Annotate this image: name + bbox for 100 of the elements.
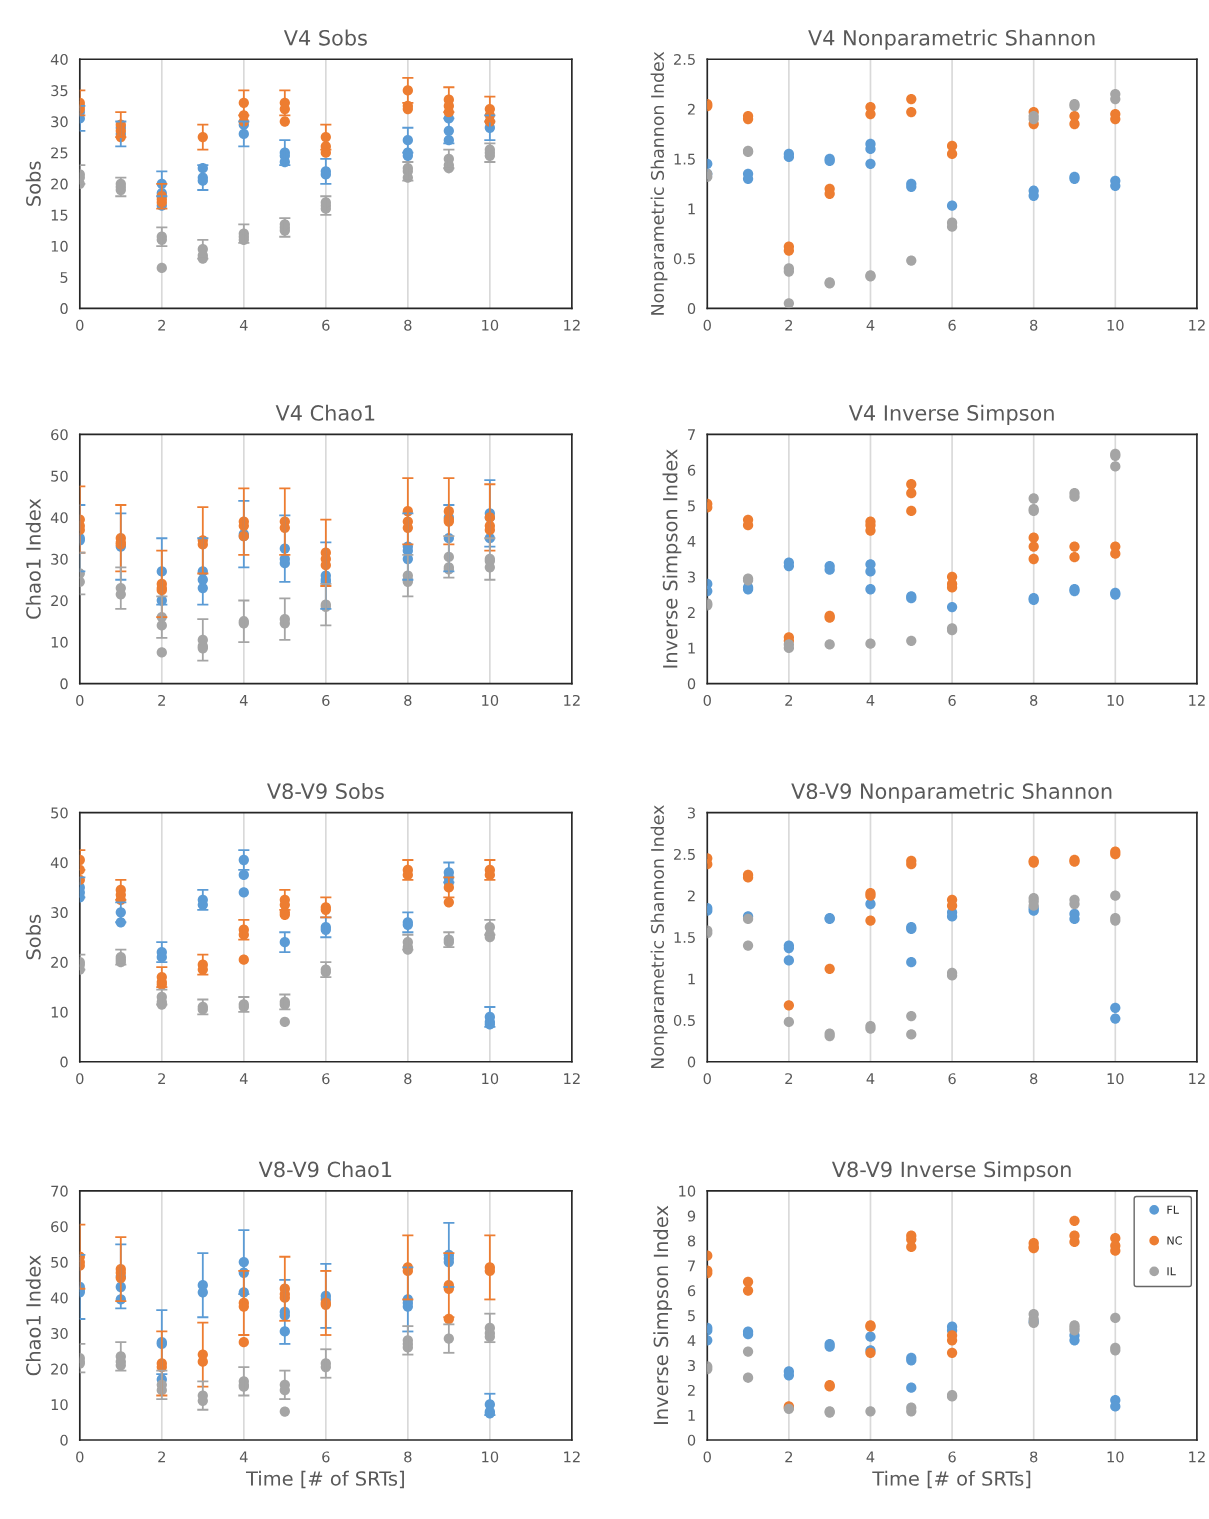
- y-axis-title: Nonparametric Shannon Index: [650, 805, 668, 1069]
- y-tick-label: 40: [50, 53, 68, 65]
- x-tick-label: 2: [158, 694, 165, 706]
- y-tick-label: 20: [51, 595, 68, 607]
- x-tick-label: 4: [866, 1073, 875, 1084]
- x-tick-label: 8: [1030, 319, 1038, 331]
- y-tick-label: 3: [687, 1359, 695, 1372]
- y-tick-label: 0: [687, 678, 696, 690]
- x-tick-label: 2: [785, 1451, 793, 1463]
- x-tick-label: 2: [158, 319, 165, 331]
- x-tick-label: 8: [404, 694, 412, 706]
- legend-label: NC: [1167, 1236, 1182, 1245]
- x-tick-label: 6: [322, 319, 330, 331]
- chart-title: V4 Sobs: [283, 29, 367, 46]
- y-tick-label: 40: [50, 512, 68, 524]
- x-tick-label: 0: [703, 319, 711, 331]
- y-tick-label: 3: [687, 571, 695, 583]
- x-tick-label: 6: [948, 1451, 956, 1463]
- y-tick-label: 20: [51, 956, 68, 968]
- y-tick-label: 30: [51, 907, 68, 919]
- x-tick-label: 0: [76, 694, 84, 706]
- y-tick-label: 20: [51, 1363, 68, 1375]
- x-tick-label: 6: [948, 694, 956, 706]
- x-axis-title: Time [# of SRTs]: [872, 1470, 1031, 1489]
- y-tick-label: 15: [51, 209, 68, 221]
- x-tick-label: 2: [785, 1073, 793, 1084]
- y-tick-label: 1: [688, 1410, 695, 1421]
- x-tick-label: 10: [482, 694, 499, 706]
- y-axis-title: Sobs: [25, 161, 41, 206]
- y-axis-title: Inverse Simpson Index: [662, 449, 682, 668]
- y-tick-label: 2: [687, 890, 695, 902]
- x-tick-label: 2: [785, 694, 793, 706]
- y-tick-label: 50: [51, 470, 68, 482]
- y-tick-label: 60: [51, 429, 68, 441]
- x-tick-label: 8: [1030, 1073, 1038, 1085]
- y-tick-label: 0: [60, 1434, 68, 1446]
- y-tick-label: 25: [51, 147, 68, 159]
- x-tick-label: 12: [1189, 1451, 1205, 1463]
- x-axis-title: Time [# of SRTs]: [245, 1470, 404, 1489]
- y-tick-label: 50: [51, 1256, 68, 1268]
- chart-title: V4 Nonparametric Shannon: [808, 29, 1095, 50]
- y-tick-label: 40: [50, 1292, 68, 1304]
- y-tick-label: 2.5: [674, 848, 695, 860]
- chart-title: V8-V9 Inverse Simpson: [831, 1161, 1071, 1182]
- x-tick-label: 4: [866, 1451, 875, 1463]
- x-tick-label: 10: [1107, 1073, 1124, 1085]
- x-tick-label: 12: [564, 319, 580, 331]
- y-tick-label: 7: [688, 1260, 695, 1272]
- y-tick-label: 70: [51, 1185, 68, 1197]
- y-axis-title: Inverse Simpson Index: [653, 1205, 673, 1424]
- x-tick-label: 0: [703, 1451, 711, 1463]
- legend-label: IL: [1167, 1267, 1176, 1276]
- x-tick-label: 8: [404, 1073, 412, 1085]
- y-tick-label: 5: [688, 500, 695, 512]
- chart-title: V8-V9 Sobs: [267, 782, 384, 800]
- x-tick-label: 6: [948, 319, 956, 331]
- x-tick-label: 0: [76, 1451, 84, 1463]
- x-tick-label: 6: [948, 1073, 956, 1085]
- chart-title: V4 Inverse Simpson: [848, 404, 1054, 425]
- x-tick-label: 0: [76, 1073, 84, 1085]
- y-tick-label: 0: [687, 1056, 696, 1068]
- x-tick-label: 6: [322, 694, 330, 706]
- x-tick-label: 12: [1189, 319, 1205, 331]
- x-tick-label: 0: [76, 319, 84, 331]
- x-tick-label: 0: [703, 694, 711, 706]
- y-axis-title: Chao1 Index: [25, 498, 41, 619]
- y-tick-label: 1.5: [674, 932, 695, 943]
- y-tick-label: 30: [51, 553, 68, 565]
- y-axis-title: Sobs: [25, 914, 41, 960]
- x-tick-label: 0: [703, 1073, 711, 1085]
- x-tick-label: 2: [158, 1073, 165, 1084]
- y-tick-label: 10: [51, 1006, 68, 1018]
- x-tick-label: 8: [404, 319, 412, 331]
- x-tick-label: 8: [1030, 1451, 1038, 1463]
- y-tick-label: 20: [51, 178, 68, 190]
- chart-title: V8-V9 Chao1: [258, 1161, 392, 1178]
- y-tick-label: 2.5: [674, 53, 695, 65]
- x-tick-label: 10: [1107, 694, 1124, 706]
- y-tick-label: 1: [688, 642, 695, 654]
- y-tick-label: 1: [688, 203, 695, 215]
- y-tick-label: 6: [687, 464, 696, 476]
- x-tick-label: 6: [322, 1451, 330, 1463]
- y-tick-label: 50: [51, 807, 68, 819]
- y-tick-label: 40: [50, 857, 68, 869]
- y-axis-title: Nonparametric Shannon Index: [650, 51, 668, 315]
- x-tick-label: 4: [239, 319, 248, 331]
- y-tick-label: 0: [60, 678, 68, 690]
- x-tick-label: 10: [482, 319, 499, 331]
- x-tick-label: 4: [239, 695, 248, 706]
- y-tick-label: 0: [60, 303, 68, 315]
- y-tick-label: 0.5: [673, 1014, 695, 1027]
- x-tick-label: 6: [322, 1073, 330, 1085]
- x-tick-label: 10: [482, 1451, 499, 1463]
- x-tick-label: 12: [564, 1073, 580, 1084]
- y-tick-label: 6: [687, 1285, 696, 1297]
- y-tick-label: 10: [679, 1185, 696, 1197]
- y-tick-label: 5: [688, 1310, 695, 1322]
- y-tick-label: 9: [687, 1210, 696, 1222]
- y-tick-label: 10: [51, 636, 68, 648]
- y-tick-label: 0: [687, 303, 696, 315]
